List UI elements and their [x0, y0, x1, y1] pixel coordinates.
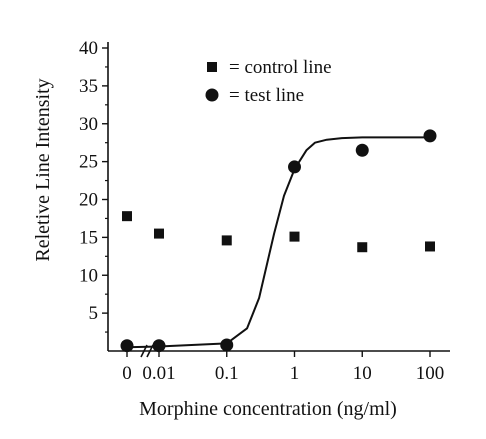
y-tick-label: 15 [79, 227, 98, 248]
y-tick-label: 10 [79, 265, 98, 286]
control-line-point [221, 235, 232, 246]
x-tick-label: 0.1 [215, 363, 239, 384]
test-line-point [288, 160, 301, 174]
y-tick-label: 5 [89, 303, 99, 324]
data-points [120, 129, 437, 353]
legend-circle-marker [205, 88, 219, 102]
axes [107, 42, 450, 358]
x-tick-group: 0 0.01 0.1 1 10 100 [122, 351, 444, 384]
test-line-point [355, 143, 369, 157]
x-tick-label: 1 [290, 363, 300, 384]
legend-label: = test line [229, 85, 304, 106]
legend-square-marker [207, 62, 217, 72]
y-tick-label: 25 [79, 152, 98, 173]
control-line-point [289, 231, 300, 242]
y-tick-label: 35 [79, 76, 98, 97]
y-tick-group: 5 10 15 20 25 30 35 40 [79, 38, 108, 333]
x-tick-label: 10 [353, 363, 372, 384]
legend-label: = control line [229, 57, 332, 78]
test-line-point [152, 339, 166, 353]
x-tick-label: 100 [416, 363, 445, 384]
legend: = control line = test line [205, 57, 332, 106]
control-line-point [425, 241, 435, 252]
control-line-point [154, 228, 164, 239]
y-axis-label: Reletive Line Intensity [32, 78, 54, 261]
test-line-point [120, 339, 134, 353]
control-line-point [357, 242, 368, 253]
y-tick-label: 40 [79, 38, 98, 59]
fit-curve-group [126, 136, 430, 349]
x-axis-label: Morphine concentration (ng/ml) [139, 398, 397, 420]
y-tick-label: 30 [79, 114, 98, 135]
control-line-point [122, 211, 132, 222]
y-tick-label: 20 [79, 190, 98, 211]
fit-curve [126, 136, 430, 349]
x-tick-label: 0.01 [142, 363, 175, 384]
test-line-point [423, 129, 437, 143]
x-tick-label: 0 [122, 363, 132, 384]
test-line-point [220, 338, 234, 352]
